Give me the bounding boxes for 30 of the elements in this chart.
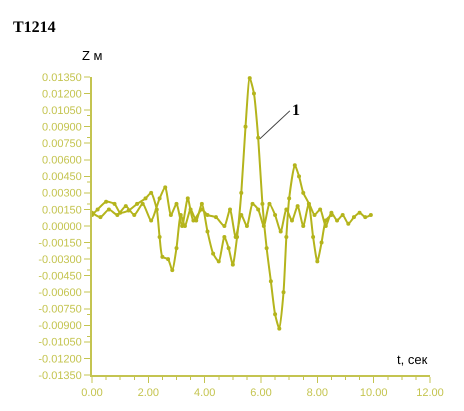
y-tick-label: 0.00300 (42, 188, 82, 200)
y-tick-label: -0.01200 (38, 353, 82, 366)
x-tick-label: 4.00 (194, 387, 216, 400)
y-tick-label: -0.00300 (38, 254, 82, 266)
y-tick-label: 0.00600 (42, 154, 82, 167)
x-tick-label: 8.00 (306, 387, 328, 400)
chart-title: T1214 (13, 19, 56, 36)
y-axis-title: Z м (82, 48, 103, 63)
y-tick-label: -0.01050 (38, 336, 82, 349)
y-tick-label: -0.00150 (38, 237, 82, 250)
y-tick-label: -0.00750 (38, 304, 82, 316)
y-tick-label: 0.00150 (42, 204, 82, 216)
x-tick-label: 10.00 (360, 387, 388, 400)
y-tick-label: 0.00450 (42, 171, 82, 184)
x-tick-label: 6.00 (250, 387, 272, 400)
x-tick-label: 0.00 (81, 387, 103, 400)
y-tick-label: -0.00900 (38, 320, 82, 332)
y-tick-label: -0.00450 (38, 270, 82, 283)
y-tick-label: 0.01050 (42, 104, 82, 117)
y-tick-label: -0.00600 (38, 287, 82, 300)
annotation: 1 (292, 102, 300, 119)
y-tick-label: 0.01350 (42, 72, 82, 84)
x-tick-label: 2.00 (138, 387, 160, 400)
y-tick-label: 0.01200 (42, 88, 82, 100)
y-tick-label: 0.00750 (42, 138, 82, 150)
x-tick-label: 12.00 (416, 387, 444, 400)
y-tick-label: -0.01350 (38, 370, 82, 382)
y-tick-label: 0.00000 (42, 220, 82, 233)
y-tick-label: 0.00900 (42, 122, 82, 134)
x-axis-title: t, сек (397, 352, 428, 367)
